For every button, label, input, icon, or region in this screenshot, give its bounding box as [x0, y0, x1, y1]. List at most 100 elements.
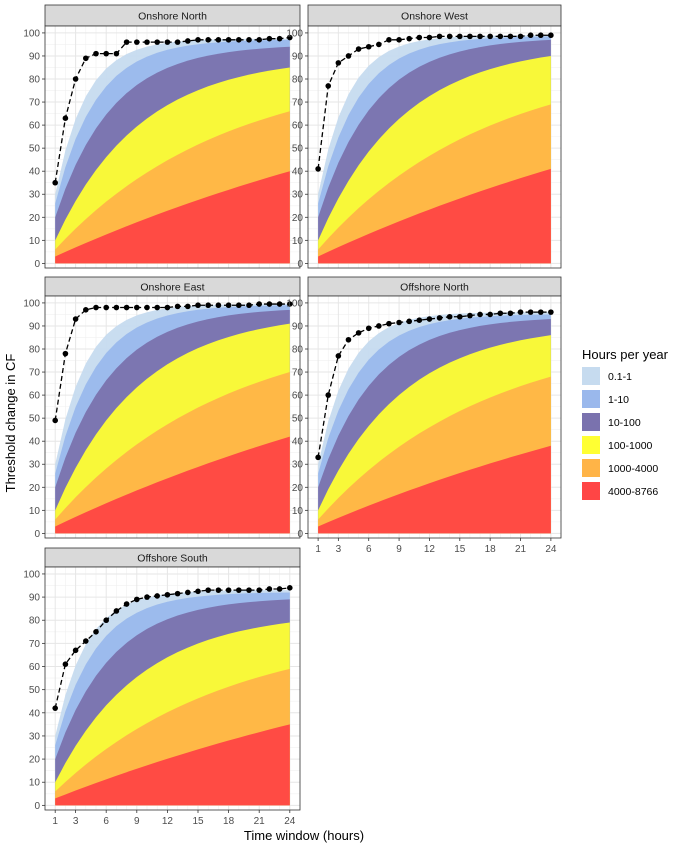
max-point — [185, 589, 191, 596]
y-tick-label: 40 — [29, 167, 41, 178]
max-point — [103, 50, 109, 57]
max-point — [365, 43, 372, 50]
y-tick-label: 0 — [34, 259, 40, 270]
max-point — [246, 37, 252, 43]
max-point — [487, 311, 493, 318]
y-tick-label: 20 — [29, 755, 41, 766]
y-axis: 0 10 20 30 40 50 60 70 80 90 100 — [23, 298, 45, 540]
x-tick-label: 3 — [336, 544, 342, 555]
max-point — [174, 303, 181, 310]
y-axis: 0 10 20 30 40 50 60 70 80 90 100 — [23, 569, 45, 812]
max-point — [72, 647, 79, 654]
band-4000-8766 — [55, 171, 290, 264]
y-tick-label: 70 — [292, 368, 304, 379]
y-tick-label: 70 — [292, 98, 304, 109]
x-tick-label: 9 — [134, 816, 140, 827]
y-tick-label: 70 — [29, 368, 41, 379]
panel-title: Offshore South — [137, 553, 208, 565]
x-tick-label: 6 — [366, 544, 372, 555]
max-point — [123, 39, 130, 45]
max-point — [266, 301, 273, 307]
max-point — [467, 312, 473, 319]
max-point — [497, 33, 504, 40]
y-tick-label: 80 — [29, 616, 41, 627]
max-point — [225, 302, 232, 309]
max-point — [144, 304, 150, 311]
y-tick-label: 0 — [34, 801, 40, 812]
max-point — [426, 316, 433, 322]
max-point — [396, 319, 402, 326]
x-axis-title: Time window (hours) — [244, 828, 364, 843]
max-point — [185, 303, 191, 310]
y-tick-label: 60 — [29, 662, 41, 673]
max-series — [315, 32, 554, 172]
max-point — [345, 53, 352, 59]
y-tick-label: 100 — [23, 569, 40, 580]
max-point — [426, 34, 433, 41]
max-series — [52, 585, 293, 711]
y-tick-label: 90 — [29, 51, 41, 62]
y-tick-label: 50 — [29, 414, 41, 425]
max-point — [396, 37, 402, 43]
max-point — [164, 591, 171, 598]
max-point — [144, 39, 150, 45]
max-point — [113, 304, 120, 311]
y-tick-label: 80 — [29, 75, 41, 86]
max-point — [365, 325, 372, 332]
max-point — [266, 35, 273, 42]
panels-layer: Onshore North0102030405060708090100Onsho… — [23, 4, 562, 827]
max-point — [164, 39, 171, 45]
y-axis-title: Threshold change in CF — [3, 354, 18, 493]
legend-label: 4000-8766 — [608, 486, 658, 498]
max-point — [325, 392, 332, 398]
max-point — [93, 629, 99, 635]
legend-key — [582, 390, 600, 408]
max-point — [507, 33, 514, 40]
legend-label: 1-10 — [608, 394, 629, 406]
max-point — [52, 179, 58, 186]
y-tick-label: 100 — [23, 298, 40, 309]
legend-key — [582, 413, 600, 431]
band-4000-8766 — [55, 724, 290, 806]
y-tick-label: 40 — [292, 167, 304, 178]
max-point — [113, 50, 120, 57]
y-tick-label: 50 — [29, 144, 41, 155]
max-point — [315, 454, 321, 461]
max-point — [205, 302, 211, 309]
y-tick-label: 30 — [292, 190, 304, 201]
max-point — [134, 39, 140, 45]
max-point — [376, 41, 382, 48]
y-tick-label: 10 — [29, 236, 41, 247]
band-4000-8766 — [318, 168, 551, 264]
x-tick-label: 9 — [396, 544, 402, 555]
max-point — [134, 304, 140, 311]
max-point — [62, 115, 69, 121]
max-point — [386, 37, 392, 43]
max-point — [276, 35, 283, 42]
legend-key — [582, 482, 600, 500]
max-point — [93, 50, 99, 57]
max-point — [256, 587, 263, 593]
x-tick-label: 6 — [103, 816, 109, 827]
max-point — [457, 313, 463, 320]
max-point — [446, 313, 453, 320]
max-point — [52, 417, 58, 424]
max-point — [436, 315, 443, 321]
panel-title: Offshore North — [400, 282, 469, 294]
max-point — [527, 32, 534, 39]
panel-offshore-south: Offshore South 0 10 20 30 40 50 60 70 80 90 100 1 3 6 9… — [23, 547, 301, 827]
y-tick-label: 60 — [292, 121, 304, 132]
max-point — [164, 304, 171, 311]
max-point — [144, 594, 150, 600]
panel-offshore-north: Offshore North 0 10 20 30 40 50 60 70 80 90 100 1 3 6 9… — [286, 276, 562, 555]
y-tick-label: 30 — [29, 460, 41, 471]
max-point — [386, 320, 392, 327]
max-point — [256, 301, 263, 307]
legend-label: 10-100 — [608, 417, 641, 429]
y-tick-label: 50 — [29, 685, 41, 696]
max-point — [225, 37, 232, 43]
max-point — [154, 593, 160, 599]
y-tick-label: 10 — [292, 506, 304, 517]
max-series — [52, 34, 293, 186]
y-tick-label: 20 — [292, 213, 304, 224]
